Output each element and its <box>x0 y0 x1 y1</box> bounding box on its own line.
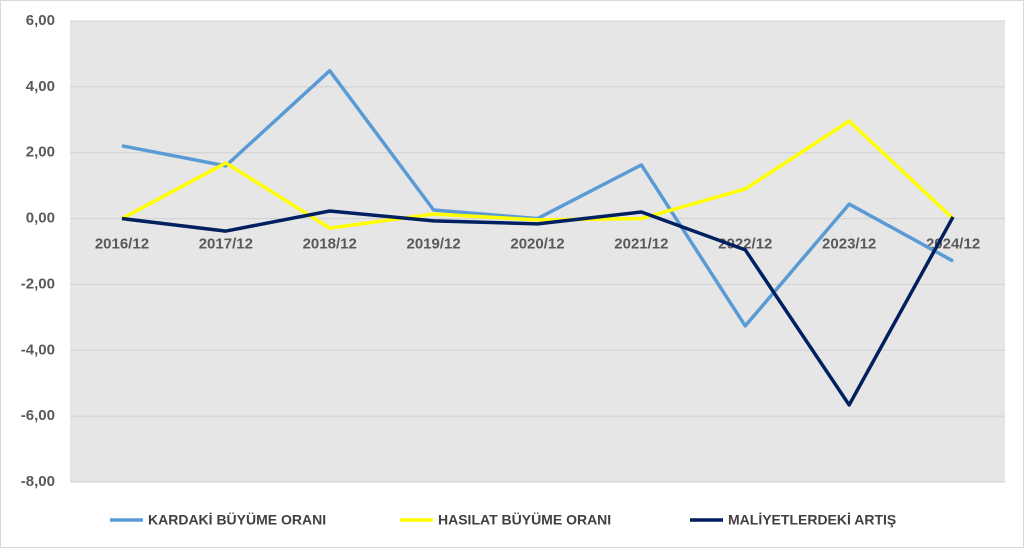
legend-label: MALİYETLERDEKİ ARTIŞ <box>728 512 896 528</box>
x-tick-label: 2023/12 <box>822 236 876 253</box>
y-tick-label: -8,00 <box>21 473 55 490</box>
y-tick-label: -4,00 <box>21 341 55 358</box>
x-tick-label: 2018/12 <box>303 236 357 253</box>
x-tick-label: 2022/12 <box>718 236 772 253</box>
series-line <box>121 209 955 407</box>
x-tick-label: 2016/12 <box>95 236 149 253</box>
series-line <box>121 119 955 230</box>
y-tick-label: -2,00 <box>21 275 55 292</box>
y-tick-label: 0,00 <box>26 210 55 227</box>
x-tick-label: 2017/12 <box>199 236 253 253</box>
legend-label: KARDAKİ BÜYÜME ORANI <box>148 512 326 528</box>
y-tick-label: 4,00 <box>26 78 55 95</box>
x-tick-label: 2019/12 <box>406 236 460 253</box>
x-tick-label: 2021/12 <box>614 236 668 253</box>
y-tick-label: 6,00 <box>26 12 55 29</box>
x-tick-label: 2020/12 <box>510 236 564 253</box>
y-tick-label: 2,00 <box>26 144 55 161</box>
y-tick-label: -6,00 <box>21 407 55 424</box>
legend-label: HASILAT BÜYÜME ORANI <box>438 512 611 528</box>
